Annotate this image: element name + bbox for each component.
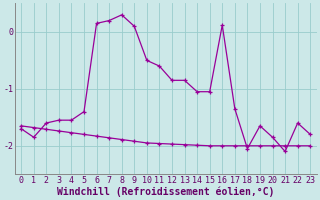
X-axis label: Windchill (Refroidissement éolien,°C): Windchill (Refroidissement éolien,°C) [57,186,274,197]
